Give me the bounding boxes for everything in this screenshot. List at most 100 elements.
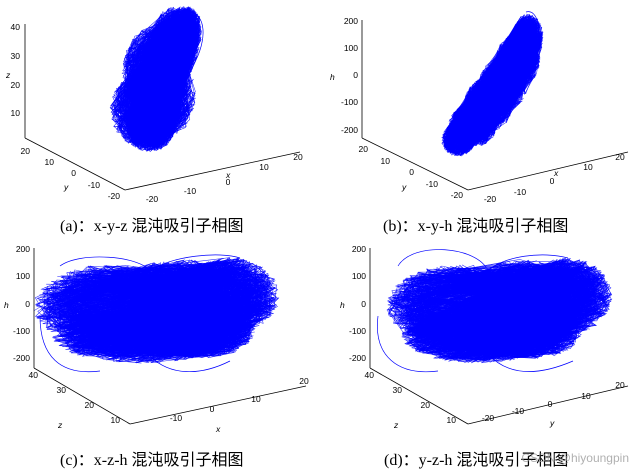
z-tick-label: 30: [11, 51, 21, 61]
trajectory-segment: [75, 268, 234, 340]
trajectory-segment: [130, 11, 197, 102]
trajectory-segment: [68, 269, 257, 363]
y-tick-label: -10: [88, 180, 101, 190]
y-tick-label: 20: [21, 146, 31, 156]
z-tick-label: 10: [447, 415, 457, 425]
x-ticks-b: -20 -10 0 10 20 x: [484, 152, 625, 204]
z-tick-label: 40: [11, 22, 21, 32]
x-axis-line-b: [467, 151, 629, 191]
z-axis-line-d: [369, 367, 469, 425]
z-axis-line-c: [33, 367, 131, 425]
trajectory-segment: [456, 75, 517, 143]
trajectory-segment: [37, 265, 221, 339]
attractor-trajectory-c: [33, 254, 280, 373]
y-axis-line-d: [467, 385, 629, 425]
x-tick-label: -10: [184, 186, 197, 196]
trajectory-segment: [69, 291, 261, 363]
y-tick-label: 0: [548, 399, 553, 409]
x-axis-label: x: [553, 168, 559, 178]
trajectory-outer-loop: [525, 11, 540, 63]
z-tick-label: 20: [85, 400, 95, 410]
trajectory-segment: [463, 263, 610, 337]
z-axis-label: z: [5, 70, 11, 80]
y-tick-label: -10: [512, 406, 525, 416]
trajectory-segment: [44, 266, 225, 335]
y-tick-label: 10: [381, 156, 391, 166]
attractor-trajectory-a: [109, 6, 204, 152]
trajectory-outer-loop: [39, 315, 101, 373]
x-tick-label: -20: [146, 194, 159, 204]
trajectory-outer-loop: [127, 57, 164, 151]
trajectory-outer-loop: [397, 249, 569, 272]
attractor-trajectory-b: [441, 11, 544, 157]
h-tick-label: -100: [13, 326, 30, 336]
trajectory-segment: [432, 310, 583, 360]
trajectory-segment: [140, 15, 201, 90]
trajectory-segment: [73, 267, 267, 331]
caption-b: (b)：x-y-h 混沌吸引子相图: [383, 218, 569, 235]
attractor-plot-a: 40 30 20 10 z 20 10 0 -10 -20 y -20 -10 …: [5, 6, 303, 204]
z-axis-label: z: [57, 420, 63, 430]
trajectory-segment: [441, 23, 541, 152]
trajectory-segment: [141, 23, 188, 106]
trajectory-segment: [81, 262, 268, 348]
y-axis-label: y: [63, 182, 69, 192]
y-tick-label: -10: [426, 179, 439, 189]
h-tick-label: -200: [341, 125, 358, 135]
x-tick-label: -10: [514, 187, 527, 197]
y-axis-label: y: [549, 418, 555, 428]
z-tick-label: 10: [11, 108, 21, 118]
h-ticks-d: 200 100 0 -100 -200 h: [340, 244, 366, 363]
csdn-watermark: CSDN @hiyoungpin: [521, 451, 629, 465]
attractor-plot-c: 200 100 0 -100 -200 h 40 30 20 10 z -10 …: [4, 244, 309, 434]
h-tick-label: -200: [13, 353, 30, 363]
x-tick-label: 10: [259, 162, 269, 172]
trajectory-segment: [125, 10, 201, 112]
z-ticks-d: 40 30 20 10 z: [365, 370, 457, 430]
y-tick-label: -20: [451, 190, 464, 200]
x-tick-label: 10: [251, 394, 261, 404]
y-tick-label: 20: [615, 380, 625, 390]
h-tick-label: 100: [16, 271, 30, 281]
trajectory-outer-loop: [59, 254, 241, 272]
y-tick-label: 10: [45, 157, 55, 167]
x-tick-label: 0: [210, 404, 215, 414]
y-axis-label: y: [401, 182, 407, 192]
h-tick-label: 0: [361, 299, 366, 309]
y-ticks-d: -20 -10 0 10 20 y: [482, 380, 625, 428]
attractor-plot-d: 200 100 0 -100 -200 h 40 30 20 10 z -20 …: [340, 244, 629, 430]
trajectory-segment: [445, 23, 539, 156]
attractor-plot-b: 200 100 0 -100 -200 h 20 10 0 -10 -20 y …: [330, 11, 629, 204]
attractor-trajectory-d: [377, 249, 613, 373]
z-axis-label: z: [393, 420, 399, 430]
x-tick-label: 20: [615, 152, 625, 162]
x-ticks-a: -20 -10 0 10 20 x: [146, 152, 303, 204]
z-tick-label: 30: [393, 385, 403, 395]
trajectory-segment: [78, 306, 235, 356]
trajectory-segment: [156, 306, 252, 357]
z-tick-label: 10: [111, 415, 121, 425]
trajectory-segment: [120, 15, 198, 152]
x-axis-label: x: [215, 424, 221, 434]
trajectory-segment: [67, 282, 259, 353]
panel-a: 40 30 20 10 z 20 10 0 -10 -20 y -20 -10 …: [0, 0, 318, 235]
h-tick-label: 100: [352, 271, 366, 281]
x-axis-label: x: [225, 170, 231, 180]
x-tick-label: -10: [170, 413, 183, 423]
trajectory-segment: [136, 59, 189, 148]
caption-a: (a)：x-y-z 混沌吸引子相图: [60, 218, 244, 235]
x-axis-line-c: [129, 385, 307, 425]
h-axis-label: h: [330, 72, 335, 82]
h-tick-label: 200: [344, 16, 358, 26]
h-tick-label: 0: [25, 299, 30, 309]
z-ticks-a: 40 30 20 10 z: [5, 22, 20, 118]
h-tick-label: 200: [16, 244, 30, 254]
h-tick-label: -200: [349, 353, 366, 363]
y-tick-label: 0: [71, 168, 76, 178]
h-tick-label: 100: [344, 43, 358, 53]
trajectory-outer-loop: [149, 355, 231, 372]
panel-d: 200 100 0 -100 -200 h 40 30 20 10 z -20 …: [318, 236, 635, 469]
caption-c: (c)：x-z-h 混沌吸引子相图: [60, 452, 244, 469]
h-ticks-b: 200 100 0 -100 -200 h: [330, 16, 358, 135]
h-ticks-c: 200 100 0 -100 -200 h: [4, 244, 30, 363]
